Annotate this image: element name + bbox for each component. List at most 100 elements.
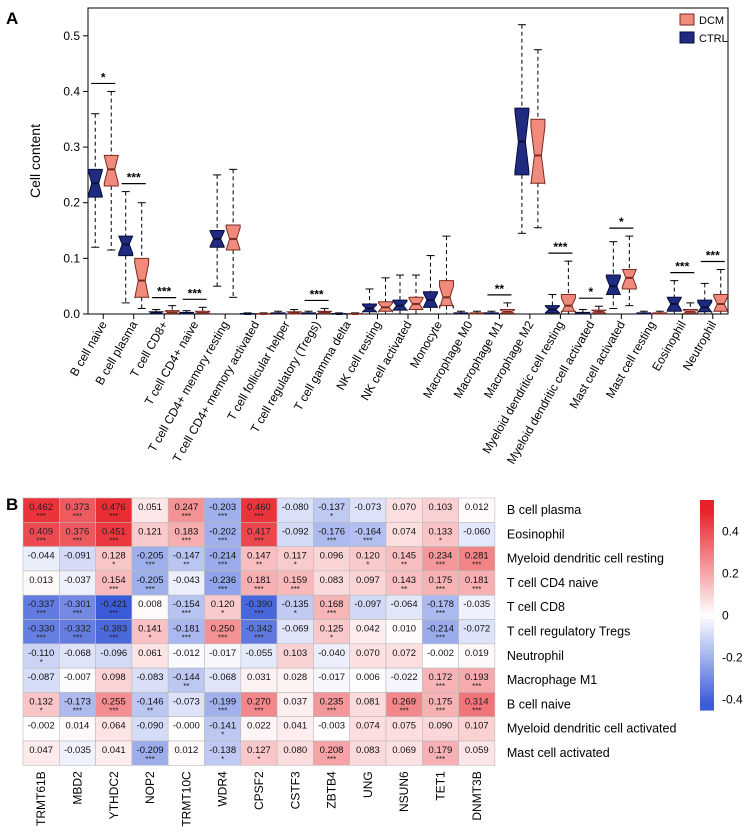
cell-value: 0.141: [138, 624, 162, 635]
cell-value: 0.074: [356, 721, 380, 732]
cell-value: -0.154: [173, 599, 200, 610]
cell-significance: ***: [109, 585, 118, 594]
heatmap-cell: [204, 692, 242, 718]
column-label: DNMT3B: [470, 771, 484, 820]
row-label: Eosinophil: [507, 527, 565, 541]
cell-significance: ***: [254, 706, 263, 715]
heatmap-cell: [204, 546, 242, 572]
colorbar-segment: [700, 605, 714, 610]
colorbar-segment: [700, 689, 714, 694]
colorbar-segment: [700, 545, 714, 550]
box-body: [438, 280, 454, 309]
cell-significance: ***: [109, 536, 118, 545]
heatmap-cell: [349, 692, 387, 718]
cell-significance: *: [148, 634, 151, 643]
significance-mark: *: [589, 285, 594, 299]
heatmap-cell: [276, 570, 314, 596]
cell-value: -0.090: [137, 721, 164, 732]
box-body: [530, 118, 546, 185]
heatmap-cell: [458, 667, 496, 693]
significance-mark: **: [495, 282, 505, 296]
cell-value: 0.022: [247, 721, 271, 732]
cell-value: 0.041: [283, 721, 307, 732]
cell-significance: ***: [182, 634, 191, 643]
cell-significance: ***: [218, 706, 227, 715]
cell-value: -0.164: [354, 526, 381, 537]
heatmap-cell: [421, 716, 459, 742]
colorbar-segment: [700, 514, 714, 519]
colorbar-segment: [700, 528, 714, 533]
y-tick-label: 0.4: [63, 84, 80, 98]
row-label: Neutrophil: [507, 649, 564, 663]
cell-value: 0.179: [429, 745, 453, 756]
colorbar-segment: [700, 563, 714, 568]
cell-value: -0.214: [209, 551, 236, 562]
cell-value: 0.075: [392, 721, 416, 732]
cell-significance: *: [40, 658, 43, 667]
cell-significance: ***: [36, 536, 45, 545]
heatmap-cell: [313, 619, 350, 645]
colorbar-segment: [700, 696, 714, 701]
heatmap-cell: [58, 619, 96, 645]
significance-mark: *: [101, 70, 106, 84]
colorbar-segment: [700, 580, 714, 585]
cell-significance: ***: [327, 706, 336, 715]
column-label: TET1: [433, 771, 447, 801]
cell-significance: ***: [436, 755, 445, 764]
colorbar-segment: [700, 636, 714, 641]
cell-significance: ***: [73, 706, 82, 715]
heatmap-cell: [421, 740, 459, 766]
box-body: [225, 224, 241, 251]
cell-value: -0.236: [209, 575, 236, 586]
colorbar-segment: [700, 521, 714, 526]
colorbar-segment: [700, 699, 714, 704]
cell-value: -0.110: [28, 648, 54, 659]
cell-significance: ***: [73, 512, 82, 521]
heatmap-cell: [349, 594, 387, 620]
box-body: [118, 235, 134, 257]
cell-value: -0.178: [427, 599, 454, 610]
heatmap-cell: [458, 570, 496, 596]
cell-value: 0.051: [138, 502, 162, 513]
heatmap-cell: [204, 740, 242, 766]
y-tick-label: 0.3: [63, 140, 80, 154]
cell-value: 0.028: [283, 672, 307, 683]
row-label: T cell CD4 naive: [507, 576, 599, 590]
cell-value: -0.330: [28, 624, 55, 635]
cell-value: -0.017: [318, 672, 345, 683]
cell-value: 0.069: [392, 745, 416, 756]
row-label: Mast cell activated: [507, 746, 610, 760]
cell-value: 0.081: [356, 696, 380, 707]
cell-value: 0.125: [320, 624, 344, 635]
cell-significance: *: [330, 634, 333, 643]
cell-value: 0.208: [320, 745, 344, 756]
colorbar-segment: [700, 542, 714, 547]
colorbar-segment: [700, 587, 714, 592]
cell-significance: *: [112, 561, 115, 570]
heatmap-cell: [458, 546, 496, 572]
cell-value: -0.091: [64, 551, 91, 562]
cell-value: -0.205: [137, 575, 164, 586]
panel-a-label: A: [6, 9, 18, 28]
cell-value: -0.092: [282, 526, 309, 537]
heatmap-cell: [131, 619, 169, 645]
significance-mark: ***: [675, 260, 689, 274]
cell-value: 0.476: [102, 502, 126, 513]
cell-value: 0.064: [102, 721, 126, 732]
column-label: ZBTB4: [325, 771, 339, 809]
cell-value: -0.044: [28, 551, 55, 562]
heatmap-cell: [313, 497, 350, 523]
heatmap-cell: [276, 521, 314, 547]
cell-significance: ***: [182, 609, 191, 618]
cell-value: -0.390: [245, 599, 272, 610]
heatmap-cell: [276, 594, 314, 620]
cell-significance: ***: [218, 536, 227, 545]
colorbar-segment: [700, 577, 714, 582]
cell-value: 0.145: [392, 551, 416, 562]
heatmap-cell: [349, 740, 387, 766]
cell-value: 0.019: [465, 648, 489, 659]
cell-significance: *: [221, 609, 224, 618]
cell-value: 0.181: [247, 575, 271, 586]
cell-value: 0.250: [211, 624, 235, 635]
